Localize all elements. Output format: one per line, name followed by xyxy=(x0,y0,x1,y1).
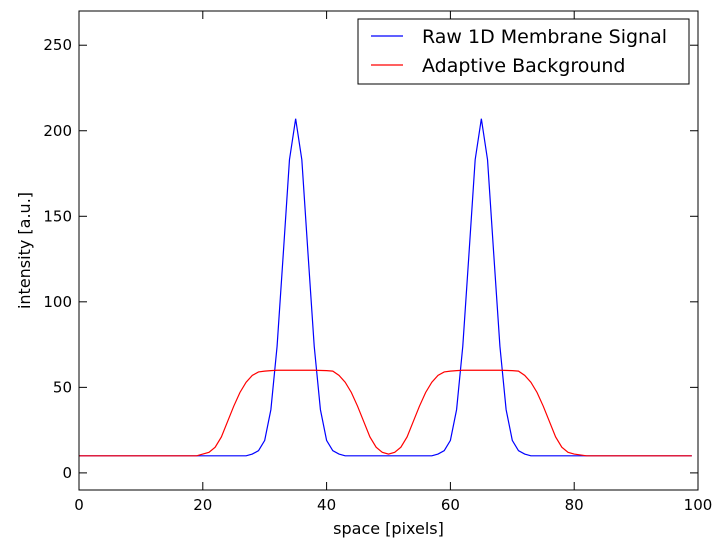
plot-frame xyxy=(78,10,699,491)
series-line-1 xyxy=(79,369,692,457)
y-tick-label: 150 xyxy=(43,207,72,225)
x-tick-label: 40 xyxy=(317,496,336,514)
y-tick-label: 200 xyxy=(43,122,72,140)
x-axis-label: space [pixels] xyxy=(333,519,444,538)
legend: Raw 1D Membrane Signal Adaptive Backgrou… xyxy=(357,18,690,85)
legend-box xyxy=(357,18,690,85)
y-tick-label: 100 xyxy=(43,293,72,311)
x-tick-label: 80 xyxy=(565,496,584,514)
legend-label-background: Adaptive Background xyxy=(422,55,625,77)
x-tick-label: 100 xyxy=(684,496,713,514)
y-tick-label: 50 xyxy=(53,378,72,396)
series-line-0 xyxy=(79,118,692,457)
x-tick-label: 60 xyxy=(441,496,460,514)
y-tick-label: 250 xyxy=(43,36,72,54)
y-axis-label: intensity [a.u.] xyxy=(15,192,34,309)
x-tick-label: 0 xyxy=(74,496,84,514)
x-tick-label: 20 xyxy=(193,496,212,514)
y-tick-label: 0 xyxy=(62,464,72,482)
ticks-layer: 0 20 40 60 80 100 0 50 100 150 200 250 xyxy=(43,11,712,514)
legend-label-raw-signal: Raw 1D Membrane Signal xyxy=(422,26,667,48)
series-layer xyxy=(79,118,692,457)
